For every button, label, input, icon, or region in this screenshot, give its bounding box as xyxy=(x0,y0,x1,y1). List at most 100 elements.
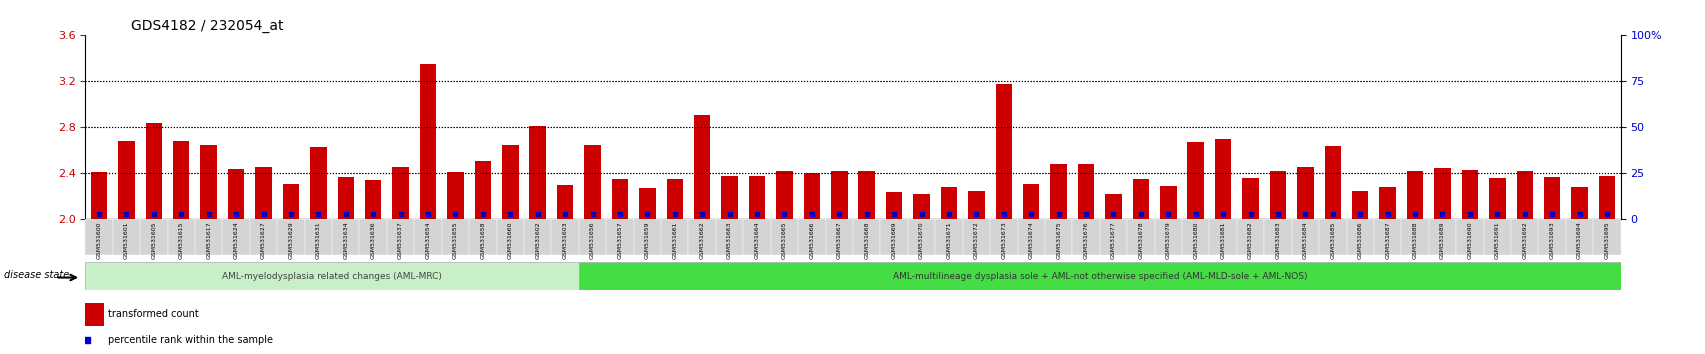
Text: GSM531601: GSM531601 xyxy=(124,221,130,259)
Text: GSM531603: GSM531603 xyxy=(563,221,568,259)
Text: GSM531662: GSM531662 xyxy=(699,221,704,259)
FancyBboxPatch shape xyxy=(360,219,387,255)
FancyBboxPatch shape xyxy=(1291,219,1318,255)
Text: GDS4182 / 232054_at: GDS4182 / 232054_at xyxy=(131,19,283,33)
FancyBboxPatch shape xyxy=(633,219,660,255)
Text: GSM531666: GSM531666 xyxy=(808,221,813,259)
Text: GSM531615: GSM531615 xyxy=(179,221,184,259)
Text: GSM531629: GSM531629 xyxy=(288,221,293,259)
Text: GSM531636: GSM531636 xyxy=(370,221,375,259)
FancyBboxPatch shape xyxy=(85,219,113,255)
Text: GSM531665: GSM531665 xyxy=(781,221,786,259)
FancyBboxPatch shape xyxy=(578,262,1620,290)
FancyBboxPatch shape xyxy=(85,262,578,290)
Text: GSM531667: GSM531667 xyxy=(835,221,841,259)
Bar xyxy=(721,176,737,219)
Bar xyxy=(145,123,162,219)
FancyBboxPatch shape xyxy=(743,219,771,255)
Text: GSM531631: GSM531631 xyxy=(315,221,321,259)
Text: GSM531617: GSM531617 xyxy=(206,221,211,259)
FancyBboxPatch shape xyxy=(771,219,798,255)
Bar xyxy=(283,184,298,219)
Text: disease state: disease state xyxy=(3,270,70,280)
FancyBboxPatch shape xyxy=(1127,219,1154,255)
FancyBboxPatch shape xyxy=(689,219,716,255)
FancyBboxPatch shape xyxy=(332,219,360,255)
Text: AML-multilineage dysplasia sole + AML-not otherwise specified (AML-MLD-sole + AM: AML-multilineage dysplasia sole + AML-no… xyxy=(892,272,1306,281)
Bar xyxy=(1105,194,1122,219)
FancyBboxPatch shape xyxy=(1400,219,1429,255)
Bar xyxy=(118,141,135,219)
FancyBboxPatch shape xyxy=(1345,219,1373,255)
FancyBboxPatch shape xyxy=(660,219,689,255)
Bar xyxy=(556,185,573,219)
Bar xyxy=(776,171,793,219)
Text: GSM531674: GSM531674 xyxy=(1028,221,1033,259)
FancyBboxPatch shape xyxy=(1154,219,1182,255)
Text: GSM531637: GSM531637 xyxy=(397,221,402,259)
FancyBboxPatch shape xyxy=(798,219,825,255)
Text: GSM531677: GSM531677 xyxy=(1110,221,1115,259)
Bar xyxy=(996,84,1011,219)
FancyBboxPatch shape xyxy=(1209,219,1236,255)
Bar xyxy=(1050,164,1066,219)
Text: GSM531685: GSM531685 xyxy=(1330,221,1335,259)
Text: GSM531686: GSM531686 xyxy=(1357,221,1362,259)
FancyBboxPatch shape xyxy=(1538,219,1565,255)
Text: GSM531669: GSM531669 xyxy=(892,221,897,259)
Text: GSM531693: GSM531693 xyxy=(1548,221,1553,259)
Text: GSM531679: GSM531679 xyxy=(1165,221,1170,259)
FancyBboxPatch shape xyxy=(989,219,1016,255)
Text: GSM531656: GSM531656 xyxy=(590,221,595,259)
Bar xyxy=(1461,170,1477,219)
Bar xyxy=(1350,191,1367,219)
Text: GSM531688: GSM531688 xyxy=(1412,221,1417,259)
FancyBboxPatch shape xyxy=(1429,219,1456,255)
Bar xyxy=(1488,178,1506,219)
Text: GSM531657: GSM531657 xyxy=(617,221,622,259)
Bar xyxy=(201,145,217,219)
Bar xyxy=(858,171,875,219)
Bar xyxy=(803,173,820,219)
Text: GSM531634: GSM531634 xyxy=(343,221,348,259)
FancyBboxPatch shape xyxy=(305,219,332,255)
Text: GSM531687: GSM531687 xyxy=(1384,221,1390,259)
FancyBboxPatch shape xyxy=(1592,219,1620,255)
FancyBboxPatch shape xyxy=(140,219,167,255)
Text: GSM531673: GSM531673 xyxy=(1001,221,1006,259)
Bar xyxy=(228,169,244,219)
Text: GSM531627: GSM531627 xyxy=(261,221,266,259)
FancyBboxPatch shape xyxy=(934,219,962,255)
Text: GSM531654: GSM531654 xyxy=(425,221,430,259)
Bar xyxy=(1214,139,1231,219)
Bar xyxy=(667,179,682,219)
FancyBboxPatch shape xyxy=(962,219,989,255)
Text: GSM531670: GSM531670 xyxy=(919,221,924,259)
Bar xyxy=(419,64,436,219)
FancyBboxPatch shape xyxy=(825,219,852,255)
FancyBboxPatch shape xyxy=(907,219,934,255)
FancyBboxPatch shape xyxy=(852,219,880,255)
Bar xyxy=(1323,146,1340,219)
Text: GSM531691: GSM531691 xyxy=(1494,221,1499,259)
Bar xyxy=(748,176,766,219)
Bar xyxy=(1159,186,1176,219)
Text: GSM531602: GSM531602 xyxy=(535,221,540,259)
Bar xyxy=(85,303,104,326)
Text: GSM531600: GSM531600 xyxy=(97,221,102,259)
FancyBboxPatch shape xyxy=(387,219,414,255)
Bar xyxy=(90,172,107,219)
Text: GSM531692: GSM531692 xyxy=(1521,221,1526,259)
Bar xyxy=(338,177,355,219)
Bar xyxy=(583,145,600,219)
FancyBboxPatch shape xyxy=(1263,219,1291,255)
Text: GSM531671: GSM531671 xyxy=(946,221,951,259)
Text: GSM531661: GSM531661 xyxy=(672,221,677,259)
Bar xyxy=(1296,166,1313,219)
Text: GSM531663: GSM531663 xyxy=(726,221,731,259)
Bar xyxy=(392,166,409,219)
Bar xyxy=(1241,178,1258,219)
FancyBboxPatch shape xyxy=(1236,219,1263,255)
Bar xyxy=(501,145,518,219)
FancyBboxPatch shape xyxy=(1565,219,1592,255)
